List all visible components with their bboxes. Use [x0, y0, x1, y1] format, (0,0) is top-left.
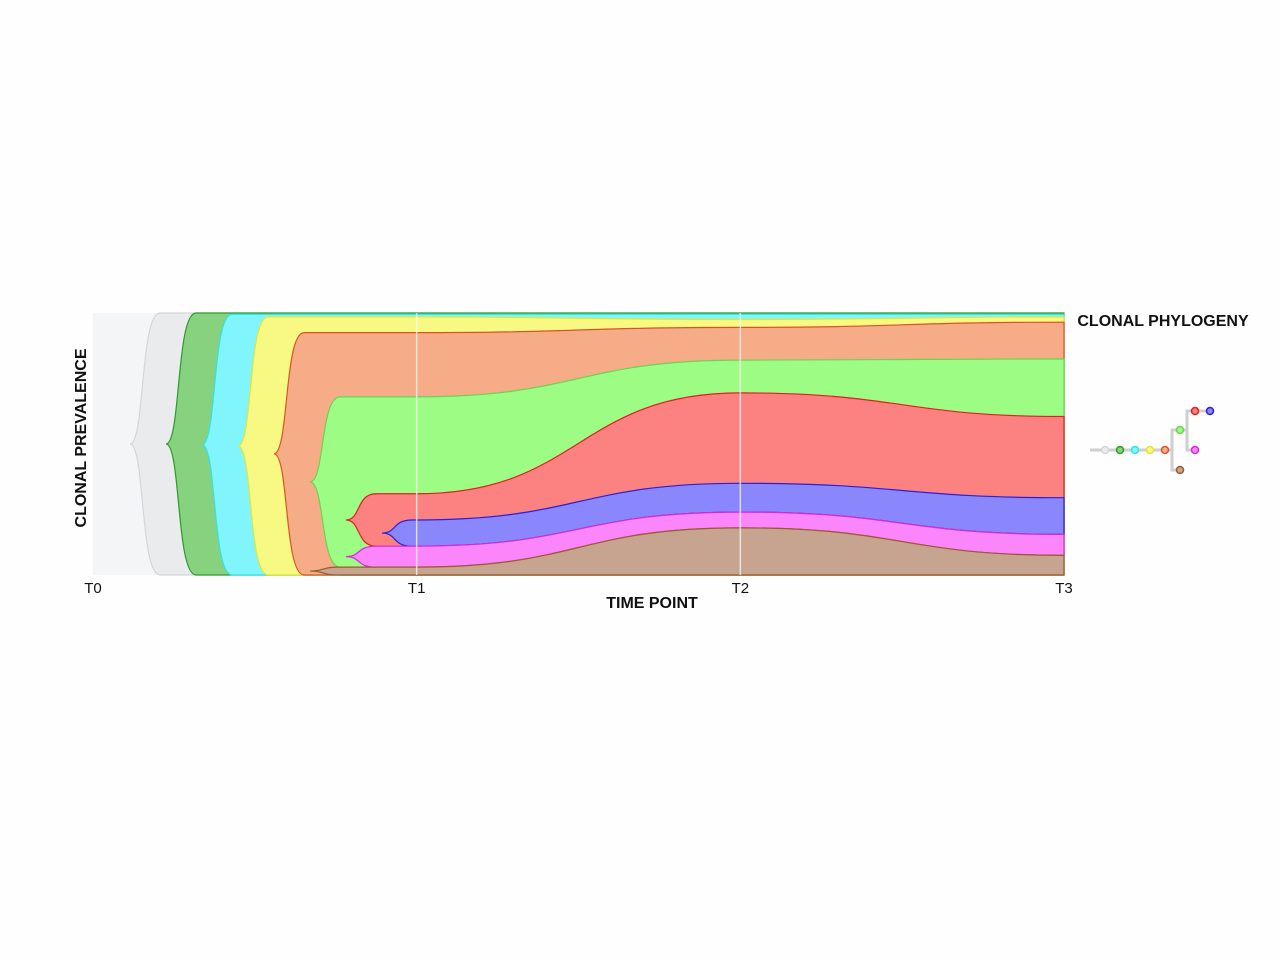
tree-node [1175, 465, 1185, 475]
x-tick-label: T0 [84, 580, 102, 597]
x-tick-label: T3 [1055, 580, 1073, 597]
x-axis-label: TIME POINT [606, 595, 698, 612]
phylogeny-tree [1090, 406, 1215, 475]
plot-area [93, 312, 1065, 576]
tree-node [1115, 445, 1125, 455]
tree-node [1190, 406, 1200, 416]
x-tick-label: T1 [408, 580, 426, 597]
y-axis-label: CLONAL PREVALENCE [73, 348, 90, 527]
tree-node [1190, 445, 1200, 455]
tree-node [1145, 445, 1155, 455]
tree-node [1100, 445, 1110, 455]
clone-area [309, 527, 1065, 576]
tree-node [1160, 445, 1170, 455]
tree-node [1130, 445, 1140, 455]
x-tick-label: T2 [732, 580, 750, 597]
chart-title: CLONAL PHYLOGENY [1077, 313, 1249, 330]
tree-node [1205, 406, 1215, 416]
tree-node [1175, 425, 1185, 435]
